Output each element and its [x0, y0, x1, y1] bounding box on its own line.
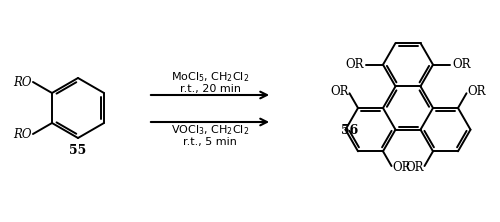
- Text: MoCl$_5$, CH$_2$Cl$_2$: MoCl$_5$, CH$_2$Cl$_2$: [171, 70, 249, 84]
- Text: RO: RO: [14, 127, 32, 141]
- Text: VOCl$_3$, CH$_2$Cl$_2$: VOCl$_3$, CH$_2$Cl$_2$: [171, 123, 249, 137]
- Text: OR: OR: [346, 58, 364, 71]
- Text: OR: OR: [405, 161, 423, 174]
- Text: OR: OR: [468, 85, 486, 98]
- Text: RO: RO: [14, 75, 32, 89]
- Text: 56: 56: [342, 123, 358, 137]
- Text: r.t., 5 min: r.t., 5 min: [183, 137, 237, 147]
- Text: OR: OR: [330, 85, 348, 98]
- Text: OR: OR: [452, 58, 470, 71]
- Text: r.t., 20 min: r.t., 20 min: [180, 84, 240, 94]
- Text: 55: 55: [70, 143, 86, 157]
- Text: OR: OR: [392, 161, 411, 174]
